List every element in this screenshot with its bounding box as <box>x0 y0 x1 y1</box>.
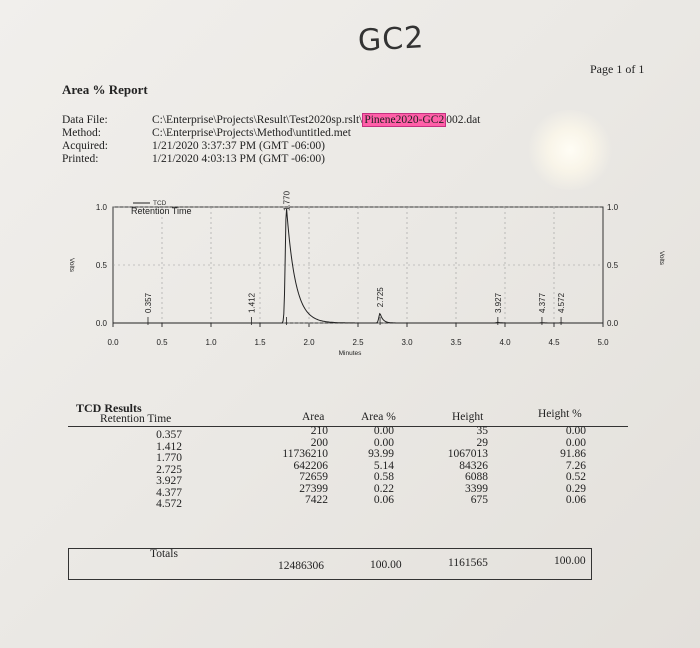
peak-label-1: 1.412 <box>247 292 256 313</box>
x-tick-label: 4.5 <box>548 338 560 347</box>
height-column: 35 29 1067013 84326 6088 3399 675 <box>420 425 489 507</box>
cell-height-pct-4: 0.52 <box>565 471 586 483</box>
x-tick-label: 3.0 <box>401 338 413 347</box>
report-title: Area % Report <box>62 82 148 97</box>
acquired-label: Acquired: <box>62 140 108 152</box>
cell-area-6: 7422 <box>305 494 328 506</box>
cell-area-pct-1: 0.00 <box>373 436 394 449</box>
peak-label-6: 4.572 <box>557 292 566 313</box>
y-tick-label-right: 0.0 <box>607 319 619 328</box>
peak-label-0: 0.357 <box>144 292 153 313</box>
cell-rt-3: 2.725 <box>156 463 182 476</box>
data-file-value: C:\Enterprise\Projects\Result\Test2020sp… <box>152 113 481 127</box>
y-tick-label-left: 0.0 <box>96 319 108 328</box>
x-tick-label: 3.5 <box>450 338 462 347</box>
method-label: Method: <box>62 127 101 139</box>
x-tick-label: 0.0 <box>107 338 119 347</box>
cell-area-2: 11736210 <box>282 448 328 460</box>
y-axis-label-right: Volts <box>658 251 665 266</box>
cell-height-pct-1: 0.00 <box>565 436 586 449</box>
y-tick-label-right: 1.0 <box>607 203 619 212</box>
x-tick-label: 2.5 <box>352 338 364 347</box>
cell-height-3: 84326 <box>459 459 488 472</box>
tcd-results-title: TCD Results <box>76 401 142 415</box>
area-percent-header: Area % <box>361 411 396 423</box>
cell-rt-4: 3.927 <box>156 475 182 487</box>
method-value: C:\Enterprise\Projects\Method\untitled.m… <box>152 127 351 139</box>
area-column: 210 200 11736210 642206 72659 27399 7422 <box>260 425 329 507</box>
cell-height-2: 1067013 <box>447 448 488 460</box>
cell-height-0: 35 <box>476 425 489 437</box>
retention-time-column: 0.357 1.412 1.770 2.725 3.927 4.377 4.572 <box>140 429 182 511</box>
cell-rt-1: 1.412 <box>156 440 182 453</box>
highlighted-sample-name: Pinene2020-GC2 <box>362 113 447 127</box>
cell-rt-2: 1.770 <box>156 452 182 464</box>
peak-label-5: 4.377 <box>538 292 547 313</box>
chromatogram-chart: 0.0 0.5 1.0 1.5 2.0 2.5 3.0 3.5 4.0 4.5 5.0 0.0 0.0 0… <box>68 190 665 357</box>
cell-area-5: 27399 <box>299 482 328 495</box>
retention-time-header: Retention Time <box>100 413 172 425</box>
tcd-signal-trace <box>113 208 603 324</box>
y-tick-label-right: 0.5 <box>607 261 619 270</box>
y-tick-label-left: 1.0 <box>96 203 108 212</box>
peak-label-4: 3.927 <box>494 292 503 313</box>
cell-height-6: 675 <box>470 494 488 506</box>
cell-rt-0: 0.357 <box>156 429 182 441</box>
legend-retention-time: Retention Time <box>131 206 192 216</box>
height-percent-column: 0.00 0.00 91.86 7.26 0.52 0.29 0.06 <box>540 425 586 507</box>
x-tick-label: 1.5 <box>254 338 266 347</box>
x-tick-label: 0.5 <box>156 338 168 347</box>
cell-area-4: 72659 <box>299 471 328 483</box>
cell-area-pct-5: 0.22 <box>373 482 394 495</box>
cell-area-pct-3: 5.14 <box>373 459 394 472</box>
height-percent-header: Height % <box>538 408 582 420</box>
cell-area-pct-6: 0.06 <box>373 494 394 506</box>
x-tick-label: 5.0 <box>597 338 609 347</box>
legend-tcd: TCD <box>153 200 167 207</box>
total-height: 1161565 <box>448 557 488 569</box>
cell-area-pct-2: 93.99 <box>368 448 394 460</box>
cell-area-pct-4: 0.58 <box>373 471 394 483</box>
cell-area-pct-0: 0.00 <box>373 425 394 437</box>
peak-label-3: 2.725 <box>376 287 385 308</box>
cell-height-1: 29 <box>476 436 489 449</box>
cell-area-3: 642206 <box>293 459 329 472</box>
total-area-percent: 100.00 <box>370 559 402 571</box>
cell-area-1: 200 <box>310 436 328 449</box>
total-height-percent: 100.00 <box>554 555 586 567</box>
x-tick-label: 4.0 <box>499 338 511 347</box>
cell-area-0: 210 <box>310 425 328 437</box>
acquired-value: 1/21/2020 3:37:37 PM (GMT -06:00) <box>152 140 325 152</box>
cell-height-pct-0: 0.00 <box>565 425 586 437</box>
x-axis-label: Minutes <box>339 350 363 357</box>
printed-label: Printed: <box>62 153 99 165</box>
printed-value: 1/21/2020 4:03:13 PM (GMT -06:00) <box>152 153 325 165</box>
data-file-suffix: 002.dat <box>446 114 481 126</box>
table-rule <box>68 426 628 427</box>
cell-height-pct-6: 0.06 <box>565 494 586 506</box>
cell-rt-5: 4.377 <box>156 486 182 499</box>
height-header: Height <box>452 411 484 423</box>
totals-box <box>68 548 592 580</box>
y-tick-label-left: 0.5 <box>96 261 108 270</box>
data-file-path: C:\Enterprise\Projects\Result\Test2020sp… <box>152 114 363 126</box>
data-file-label: Data File: <box>62 114 108 126</box>
x-tick-label: 1.0 <box>205 338 217 347</box>
cell-height-5: 3399 <box>465 482 488 495</box>
total-area: 12486306 <box>278 560 324 572</box>
area-header: Area <box>302 411 325 423</box>
cell-height-pct-2: 91.86 <box>560 448 586 460</box>
cell-height-pct-5: 0.29 <box>565 482 586 495</box>
peak-label-2: 1.770 <box>283 190 292 211</box>
page-number: Page 1 of 1 <box>590 62 645 76</box>
light-glare <box>525 110 615 190</box>
x-tick-label: 2.0 <box>303 338 315 347</box>
cell-rt-6: 4.572 <box>156 498 182 510</box>
area-percent-column: 0.00 0.00 93.99 5.14 0.58 0.22 0.06 <box>350 425 394 507</box>
y-axis-label-left: Volts <box>68 258 75 273</box>
cell-height-4: 6088 <box>465 471 488 483</box>
totals-label: Totals <box>150 548 178 560</box>
cell-height-pct-3: 7.26 <box>565 459 586 472</box>
